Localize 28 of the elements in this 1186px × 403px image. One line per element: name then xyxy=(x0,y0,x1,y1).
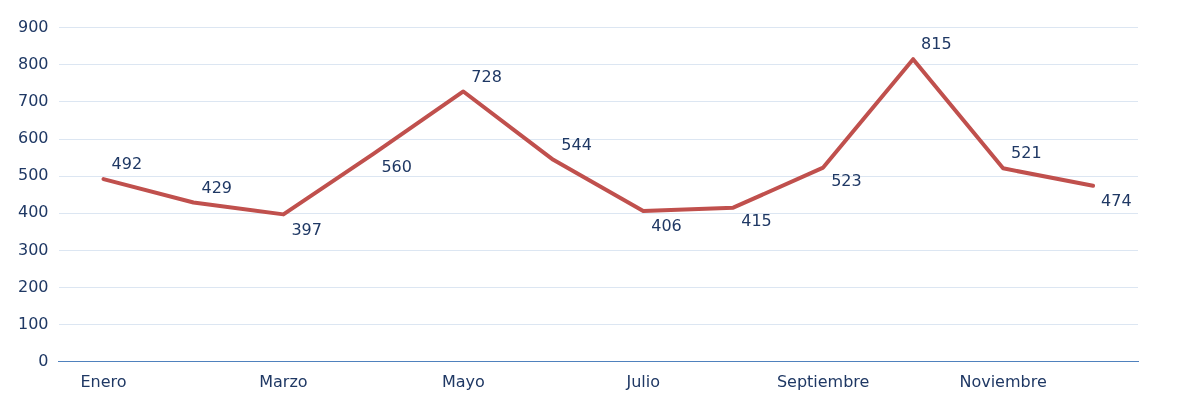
x-tick-label: Enero xyxy=(80,371,127,391)
data-label: 474 xyxy=(1101,190,1132,210)
x-tick-label: Mayo xyxy=(441,371,485,391)
y-tick-label: 600 xyxy=(17,128,49,148)
y-tick-label: 400 xyxy=(17,202,49,222)
y-tick-label: 900 xyxy=(17,16,49,36)
x-tick-label: Marzo xyxy=(259,371,308,391)
y-tick-label: 100 xyxy=(17,313,49,333)
x-tick-label: Julio xyxy=(625,371,661,391)
data-label: 521 xyxy=(1011,143,1042,163)
data-label: 415 xyxy=(741,210,772,230)
y-tick-label: 300 xyxy=(17,239,49,259)
data-label: 492 xyxy=(111,154,143,174)
x-tick-label: Septiembre xyxy=(776,371,870,391)
data-label: 728 xyxy=(471,66,502,86)
y-tick-label: 500 xyxy=(17,165,49,185)
data-label: 397 xyxy=(291,219,322,239)
y-tick-label: 200 xyxy=(17,276,49,296)
data-label: 523 xyxy=(831,170,862,190)
data-label: 815 xyxy=(921,34,952,54)
x-tick-label: Noviembre xyxy=(959,371,1047,391)
data-label: 544 xyxy=(561,134,592,154)
data-label: 406 xyxy=(651,216,682,236)
y-tick-label: 800 xyxy=(17,53,49,73)
y-tick-label: 700 xyxy=(17,91,49,111)
data-label: 560 xyxy=(381,157,412,177)
data-label: 429 xyxy=(201,177,233,197)
y-tick-label: 0 xyxy=(38,350,49,370)
